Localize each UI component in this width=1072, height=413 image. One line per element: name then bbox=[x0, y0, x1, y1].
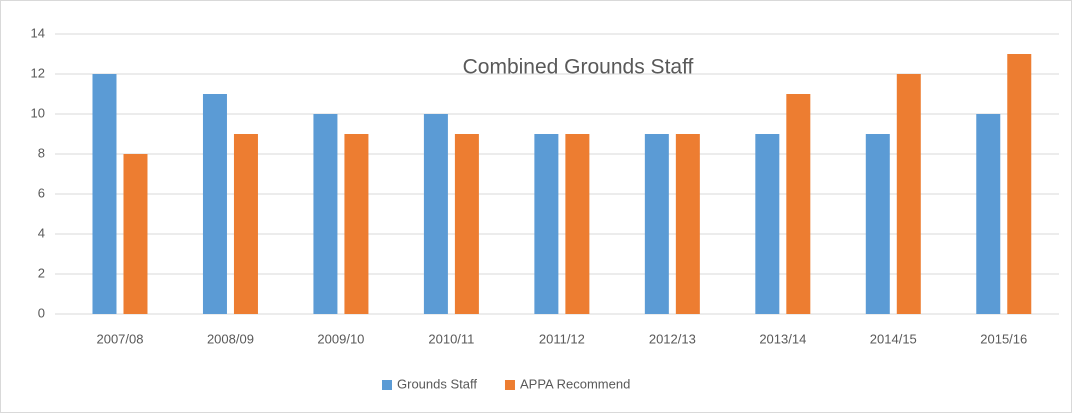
x-tick-label: 2013/14 bbox=[759, 331, 806, 346]
bar bbox=[92, 74, 117, 314]
chart-title: Combined Grounds Staff bbox=[463, 56, 694, 79]
x-tick-label: 2015/16 bbox=[980, 331, 1027, 346]
bar bbox=[123, 154, 148, 314]
bar bbox=[565, 134, 590, 314]
y-tick-label: 6 bbox=[38, 185, 45, 200]
bar bbox=[896, 74, 921, 314]
y-tick-label: 8 bbox=[38, 145, 45, 160]
y-tick-label: 0 bbox=[38, 305, 45, 320]
y-tick-label: 2 bbox=[38, 265, 45, 280]
bar bbox=[675, 134, 700, 314]
bar bbox=[1007, 54, 1032, 314]
y-tick-label: 14 bbox=[31, 25, 45, 40]
bar bbox=[233, 134, 258, 314]
bar bbox=[202, 94, 227, 314]
x-tick-label: 2012/13 bbox=[649, 331, 696, 346]
x-tick-label: 2008/09 bbox=[207, 331, 254, 346]
x-tick-label: 2014/15 bbox=[870, 331, 917, 346]
bar bbox=[644, 134, 669, 314]
x-tick-label: 2010/11 bbox=[428, 331, 474, 346]
bar bbox=[454, 134, 479, 314]
y-tick-label: 4 bbox=[38, 225, 45, 240]
legend-label: APPA Recommend bbox=[520, 376, 630, 391]
y-tick-label: 12 bbox=[31, 65, 45, 80]
bar bbox=[976, 114, 1001, 314]
bar bbox=[755, 134, 780, 314]
x-tick-label: 2007/08 bbox=[96, 331, 143, 346]
legend-swatch bbox=[382, 380, 392, 390]
bar bbox=[786, 94, 811, 314]
bar bbox=[534, 134, 559, 314]
x-tick-label: 2011/12 bbox=[539, 331, 585, 346]
bar bbox=[344, 134, 369, 314]
y-tick-label: 10 bbox=[31, 105, 45, 120]
bar bbox=[423, 114, 448, 314]
bar bbox=[865, 134, 890, 314]
legend-label: Grounds Staff bbox=[397, 376, 477, 391]
bar bbox=[313, 114, 338, 314]
x-tick-label: 2009/10 bbox=[317, 331, 364, 346]
legend-swatch bbox=[504, 380, 515, 390]
